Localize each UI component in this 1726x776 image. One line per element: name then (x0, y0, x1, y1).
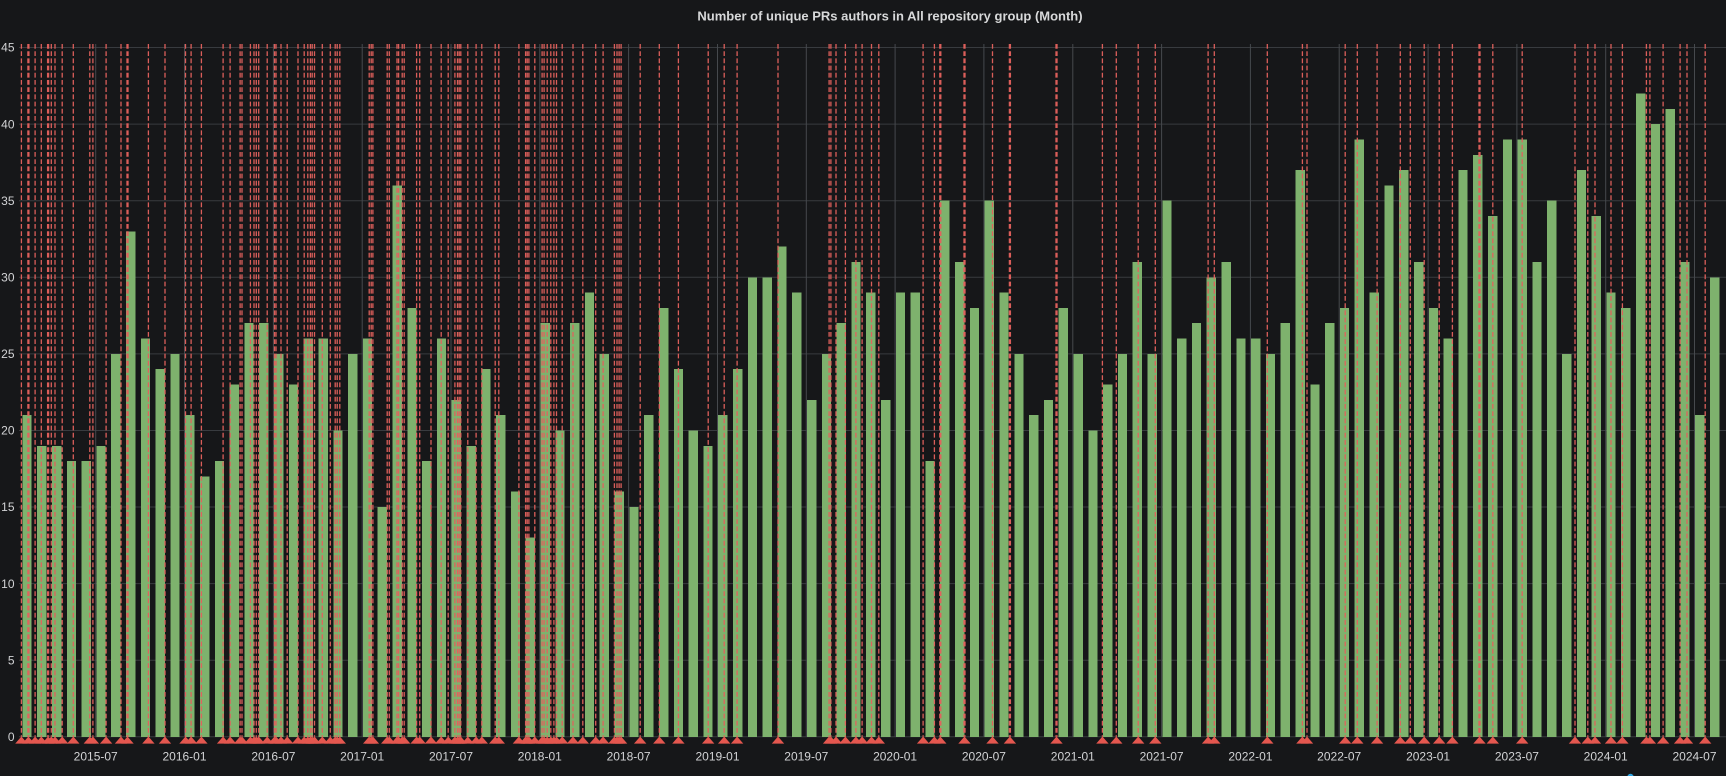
svg-text:40: 40 (1, 117, 15, 131)
svg-text:2023-07: 2023-07 (1495, 750, 1539, 764)
svg-text:2020-07: 2020-07 (962, 750, 1006, 764)
svg-text:2022-07: 2022-07 (1317, 750, 1361, 764)
svg-text:2017-01: 2017-01 (340, 750, 384, 764)
svg-text:2023-01: 2023-01 (1406, 750, 1450, 764)
svg-text:2018-01: 2018-01 (518, 750, 562, 764)
svg-text:2020-01: 2020-01 (873, 750, 917, 764)
svg-text:30: 30 (1, 271, 15, 285)
svg-text:0: 0 (8, 730, 15, 744)
svg-text:10: 10 (1, 577, 15, 591)
svg-text:25: 25 (1, 347, 15, 361)
svg-text:20: 20 (1, 424, 15, 438)
svg-text:2015-07: 2015-07 (74, 750, 118, 764)
svg-text:2018-07: 2018-07 (607, 750, 651, 764)
svg-text:2021-07: 2021-07 (1140, 750, 1184, 764)
svg-text:2017-07: 2017-07 (429, 750, 473, 764)
svg-text:2016-01: 2016-01 (162, 750, 206, 764)
svg-text:2016-07: 2016-07 (251, 750, 295, 764)
svg-text:2022-01: 2022-01 (1228, 750, 1272, 764)
svg-text:5: 5 (8, 653, 15, 667)
svg-text:2024-01: 2024-01 (1584, 750, 1628, 764)
svg-text:2024-07: 2024-07 (1672, 750, 1716, 764)
svg-text:45: 45 (1, 41, 15, 55)
svg-text:2021-01: 2021-01 (1051, 750, 1095, 764)
svg-text:2019-01: 2019-01 (695, 750, 739, 764)
svg-text:35: 35 (1, 194, 15, 208)
svg-text:15: 15 (1, 500, 15, 514)
svg-text:2019-07: 2019-07 (784, 750, 828, 764)
svg-text:Number of unique PRs authors i: Number of unique PRs authors in All repo… (697, 9, 1082, 24)
